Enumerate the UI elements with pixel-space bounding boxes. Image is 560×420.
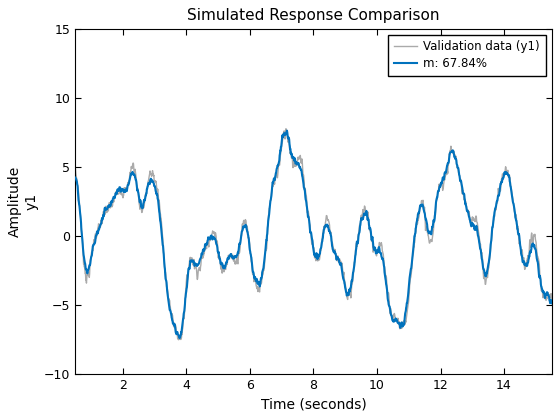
m: 67.84%: (2.27, 4.55): 67.84%: (2.27, 4.55) xyxy=(128,171,135,176)
m: 67.84%: (9.06, -4.28): 67.84%: (9.06, -4.28) xyxy=(344,293,351,298)
m: 67.84%: (6.87, 5.06): 67.84%: (6.87, 5.06) xyxy=(274,163,281,168)
Validation data (y1) xyxy=(175,337,182,342)
Validation data (y1) xyxy=(128,165,135,170)
m: 67.84%: (7.19, 7.09): 67.84%: (7.19, 7.09) xyxy=(284,136,291,141)
m: 67.84%: (0.5, 4.22): 67.84%: (0.5, 4.22) xyxy=(72,175,79,180)
Legend: Validation data (y1), m: 67.84%: Validation data (y1), m: 67.84% xyxy=(388,34,546,76)
m: 67.84%: (7.46, 5.33): 67.84%: (7.46, 5.33) xyxy=(293,160,300,165)
Validation data (y1) xyxy=(548,296,555,301)
Validation data (y1) xyxy=(284,139,291,144)
X-axis label: Time (seconds): Time (seconds) xyxy=(260,398,366,412)
Validation data (y1) xyxy=(293,163,300,168)
Line: Validation data (y1): Validation data (y1) xyxy=(76,129,552,340)
Validation data (y1) xyxy=(344,295,351,300)
m: 67.84%: (3.78, -7.4): 67.84%: (3.78, -7.4) xyxy=(176,336,183,341)
Validation data (y1) xyxy=(274,173,281,178)
m: 67.84%: (7.16, 7.63): 67.84%: (7.16, 7.63) xyxy=(283,128,290,133)
Validation data (y1) xyxy=(283,126,290,131)
Validation data (y1) xyxy=(72,165,79,170)
m: 67.84%: (1.66, 2.46): 67.84%: (1.66, 2.46) xyxy=(109,200,115,205)
Line: m: 67.84%: m: 67.84% xyxy=(76,131,552,338)
Y-axis label: Amplitude
y1: Amplitude y1 xyxy=(8,166,39,237)
m: 67.84%: (15.5, -4.86): 67.84%: (15.5, -4.86) xyxy=(548,301,555,306)
Title: Simulated Response Comparison: Simulated Response Comparison xyxy=(187,8,440,24)
Validation data (y1) xyxy=(109,202,115,207)
